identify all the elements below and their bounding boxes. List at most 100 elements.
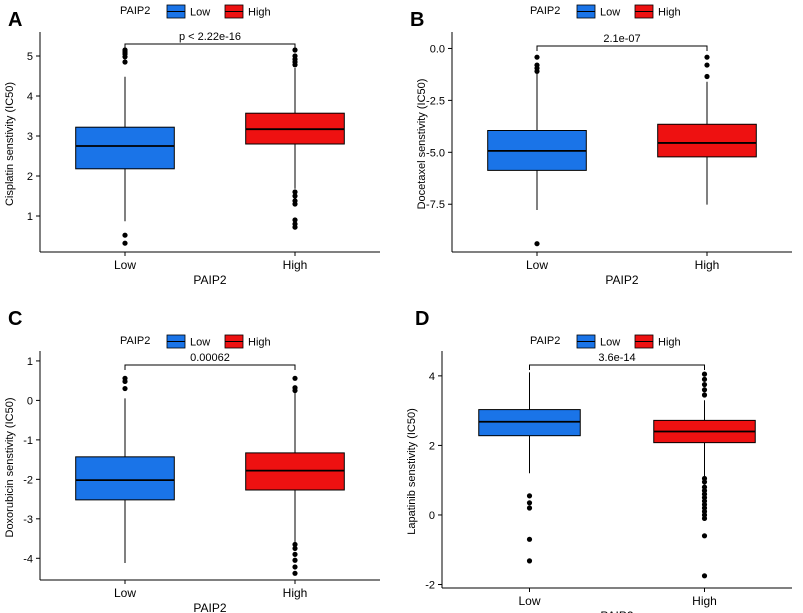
outlier-point: [292, 198, 298, 204]
outlier-point: [534, 54, 540, 60]
outlier-point: [292, 385, 298, 391]
x-axis-title: PAIP2: [193, 601, 226, 613]
legend: PAIP2 Low High: [530, 4, 681, 19]
y-tick-label: -2.5: [426, 95, 445, 107]
y-tick-label: 0: [429, 510, 435, 522]
outlier-point: [292, 193, 298, 199]
y-tick-label: -2: [23, 474, 33, 486]
outlier-point: [122, 59, 128, 65]
legend: PAIP2 Low High: [120, 334, 271, 349]
outlier-point: [292, 375, 298, 381]
legend-label-low: Low: [190, 7, 210, 19]
y-axis-title: Doxorubicin senstivity (IC50): [4, 398, 16, 538]
x-tick-label-low: Low: [114, 586, 136, 600]
outlier-point: [292, 570, 298, 576]
x-tick-label-high: High: [283, 258, 308, 272]
outlier-point: [701, 484, 708, 490]
panel-letter: B: [410, 9, 424, 31]
outlier-point: [704, 54, 710, 60]
outlier-point: [292, 47, 298, 53]
legend-label-low: Low: [190, 337, 210, 349]
box-high: [657, 54, 757, 205]
box-low: [478, 372, 581, 564]
panel-d: D PAIP2 Low High -2 0 2 4 Low High PAIP2 Lapatinib …: [406, 308, 792, 613]
y-tick-label: 1: [27, 356, 33, 368]
outlier-point: [526, 505, 533, 511]
p-value-label: 3.6e-14: [598, 352, 635, 364]
legend: PAIP2 Low High: [530, 334, 681, 349]
y-tick-label: -1: [23, 435, 33, 447]
y-tick-label: -2: [425, 580, 435, 592]
y-tick-label: -7.5: [426, 199, 445, 211]
outlier-point: [701, 475, 708, 482]
panel-c: C PAIP2 Low High -4 -3 -2 -1 0 1 Low High PAIP2 Doxor…: [4, 308, 380, 613]
x-axis-title: PAIP2: [605, 273, 638, 287]
y-tick-label: 3: [27, 131, 33, 143]
y-tick-label: -5.0: [426, 147, 445, 159]
x-axis-title: PAIP2: [193, 273, 226, 287]
p-value-label: p < 2.22e-16: [179, 31, 241, 43]
legend-title: PAIP2: [120, 335, 150, 347]
legend-label-low: Low: [600, 7, 620, 19]
outlier-point: [122, 385, 128, 392]
y-tick-label: -4: [23, 553, 33, 565]
box-iqr: [657, 123, 757, 158]
outlier-point: [292, 221, 298, 227]
x-tick-label-low: Low: [114, 258, 136, 272]
box-high: [245, 47, 345, 230]
outlier-point: [704, 62, 710, 68]
panel-letter: A: [8, 9, 22, 31]
outlier-point: [292, 189, 298, 195]
y-tick-label: 4: [27, 91, 33, 103]
legend: PAIP2 Low High: [120, 4, 271, 19]
outlier-point: [701, 392, 708, 398]
box-iqr: [75, 126, 175, 170]
outlier-point: [292, 551, 298, 557]
p-value-label: 0.00062: [190, 352, 230, 364]
outlier-point: [292, 557, 298, 563]
legend-title: PAIP2: [530, 335, 560, 347]
outlier-point: [292, 541, 298, 548]
outlier-point: [701, 371, 708, 377]
box-low: [75, 47, 175, 246]
panel-letter: D: [415, 308, 429, 330]
legend-label-high: High: [658, 7, 681, 19]
y-tick-label: 2: [27, 171, 33, 183]
y-axis-title: Lapatinib senstivity (IC50): [406, 408, 418, 535]
y-tick-label: -3: [23, 514, 33, 526]
y-axis-title: Docetaxel senstivity (IC50): [416, 79, 428, 210]
legend-label-low: Low: [600, 337, 620, 349]
outlier-point: [701, 573, 708, 579]
panel-a: A PAIP2 Low High 1 2 3 4 5 Low High PAIP2 Cisplatin …: [4, 4, 380, 287]
legend-label-high: High: [658, 337, 681, 349]
outlier-point: [292, 545, 298, 552]
significance-bracket: [124, 364, 296, 370]
outlier-point: [292, 53, 298, 59]
x-tick-label-high: High: [692, 594, 717, 608]
box-low: [75, 375, 175, 564]
y-tick-label: 4: [429, 371, 435, 383]
outlier-point: [122, 47, 128, 53]
outlier-point: [704, 73, 710, 80]
x-tick-label-low: Low: [526, 258, 548, 272]
p-value-label: 2.1e-07: [603, 33, 640, 45]
box-low: [487, 54, 587, 247]
outlier-point: [701, 381, 708, 388]
y-tick-label: 0: [27, 395, 33, 407]
y-tick-label: 1: [27, 211, 33, 223]
outlier-point: [526, 558, 533, 564]
x-tick-label-high: High: [695, 258, 720, 272]
y-tick-label: 5: [27, 51, 33, 63]
outlier-point: [292, 217, 298, 223]
outlier-point: [534, 241, 540, 247]
significance-bracket: [124, 43, 296, 49]
legend-label-high: High: [248, 7, 271, 19]
outlier-point: [526, 500, 533, 506]
significance-bracket: [529, 364, 705, 370]
outlier-point: [122, 232, 128, 238]
outlier-point: [122, 375, 128, 381]
legend-title: PAIP2: [120, 5, 150, 17]
y-tick-label: 0.0: [430, 43, 445, 55]
outlier-point: [526, 493, 533, 499]
